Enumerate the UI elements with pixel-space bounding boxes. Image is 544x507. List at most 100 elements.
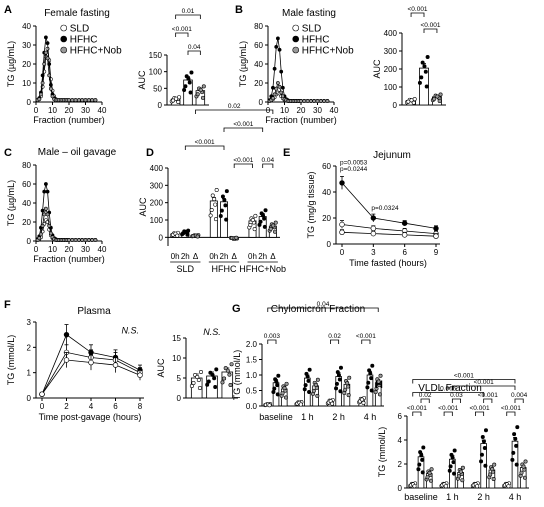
group-label: 1 h [446, 492, 459, 502]
individual-point [229, 362, 234, 367]
p-value-label: <0.001 [356, 333, 376, 340]
individual-point [224, 189, 229, 194]
y-tick-label: 0 [158, 101, 163, 110]
significance-bracket [483, 398, 493, 403]
p-value-label: p=0.0053 [340, 160, 368, 167]
p-value-label: 0.04 [317, 301, 330, 308]
individual-point [210, 372, 215, 377]
data-point [318, 99, 323, 103]
x-tick-label: 9 [434, 248, 439, 257]
y-tick-label: 2 [27, 343, 32, 352]
individual-point [208, 213, 213, 218]
x-tick-label: 2 [64, 402, 69, 411]
data-point [39, 232, 43, 237]
individual-point [213, 384, 218, 389]
significance-bracket [451, 398, 461, 403]
p-value-label: <0.001 [233, 157, 253, 164]
p-value-label: <0.001 [172, 26, 192, 33]
significance-bracket [233, 163, 253, 168]
panel-letter: D [146, 147, 154, 159]
individual-point [420, 60, 425, 65]
individual-point [419, 75, 424, 80]
individual-point [512, 432, 517, 437]
individual-point [276, 373, 281, 378]
individual-point [220, 194, 225, 199]
data-point [40, 208, 45, 213]
individual-point [201, 84, 206, 89]
data-point [45, 189, 50, 194]
panel-letter: F [4, 299, 11, 311]
individual-point [220, 380, 225, 385]
y-tick-label: 200 [384, 65, 398, 74]
data-point [280, 94, 285, 99]
y-axis-label: AUC [138, 197, 148, 217]
x-tick-label: 30 [81, 245, 90, 254]
individual-point [263, 208, 268, 213]
data-point [39, 391, 45, 397]
individual-point [480, 434, 485, 439]
individual-point [451, 460, 456, 465]
x-tick-label: 20 [65, 245, 74, 254]
y-tick-label: 100 [384, 83, 398, 92]
legend-label: SLD [302, 24, 321, 35]
y-tick-label: 0 [27, 394, 32, 403]
data-point [50, 94, 55, 99]
significance-bracket [443, 411, 453, 416]
p-value-label: 0.02 [419, 392, 432, 399]
individual-point [195, 374, 200, 379]
data-point [83, 238, 88, 242]
individual-point [210, 193, 215, 198]
individual-point [334, 386, 339, 391]
individual-point [370, 363, 375, 368]
individual-point [182, 88, 187, 93]
data-point [433, 225, 439, 232]
x-axis-label: Time fasted (hours) [349, 258, 427, 268]
individual-point [429, 467, 434, 472]
group-label: baseline [404, 492, 438, 502]
individual-point [223, 366, 228, 371]
data-point [77, 98, 81, 103]
y-tick-label: 150 [149, 51, 163, 60]
significance-bracket [412, 379, 516, 384]
individual-point [315, 377, 320, 382]
x-tick-label: 40 [98, 106, 107, 115]
individual-point [306, 378, 311, 383]
individual-point [409, 98, 414, 103]
x-tick-label: 0 [34, 245, 39, 254]
y-tick-label: 0 [398, 484, 403, 493]
individual-point [273, 220, 278, 225]
x-tick-label: 20 [297, 106, 306, 115]
data-point [63, 331, 70, 338]
individual-point [234, 235, 239, 240]
y-tick-label: 300 [150, 181, 164, 190]
p-value-label: <0.001 [470, 405, 490, 412]
y-tick-label: 50 [153, 84, 162, 93]
p-value-label: <0.001 [474, 379, 494, 386]
data-point [70, 98, 75, 103]
y-tick-label: 100 [149, 68, 163, 77]
y-axis-label: TG (µg/mL) [238, 41, 248, 87]
data-point [93, 238, 98, 242]
legend-label: HFHC+Nob [302, 46, 354, 57]
x-tick-label: 3 [371, 248, 376, 257]
individual-point [213, 202, 218, 207]
data-point [73, 238, 78, 242]
individual-point [228, 382, 233, 387]
ns-label: N.S. [121, 325, 139, 335]
individual-point [275, 383, 280, 388]
data-point [44, 50, 48, 55]
legend-marker [292, 24, 300, 32]
individual-point [336, 373, 341, 378]
individual-point [196, 377, 201, 382]
x-tick-label: 8 [138, 402, 143, 411]
significance-bracket [175, 32, 189, 37]
individual-point [206, 379, 211, 384]
panel-letter: G [232, 303, 241, 315]
data-point [279, 90, 284, 95]
individual-point [267, 403, 272, 408]
y-tick-label: 60 [22, 180, 31, 189]
individual-point [488, 472, 493, 477]
individual-point [225, 368, 230, 373]
y-axis-label: AUC [137, 70, 147, 90]
data-point [45, 56, 50, 61]
